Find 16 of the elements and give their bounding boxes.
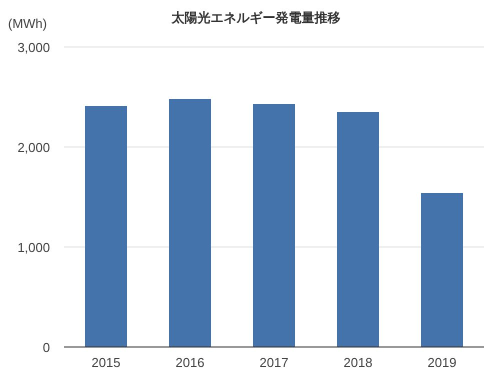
x-tick-label: 2016 <box>176 355 204 370</box>
x-tick-label: 2015 <box>92 355 120 370</box>
bar <box>421 193 463 347</box>
bar <box>169 99 211 347</box>
chart-title: 太陽光エネルギー発電量推移 <box>170 10 340 25</box>
bar <box>253 104 295 347</box>
y-tick-label: 3,000 <box>17 40 50 55</box>
bar <box>85 106 127 347</box>
y-axis-title: (MWh) <box>8 16 47 31</box>
y-tick-label: 1,000 <box>17 240 50 255</box>
x-tick-label: 2018 <box>344 355 372 370</box>
x-tick-label: 2019 <box>428 355 456 370</box>
x-tick-label: 2017 <box>260 355 288 370</box>
bar <box>337 112 379 347</box>
y-tick-label: 2,000 <box>17 140 50 155</box>
y-tick-label: 0 <box>42 340 50 355</box>
